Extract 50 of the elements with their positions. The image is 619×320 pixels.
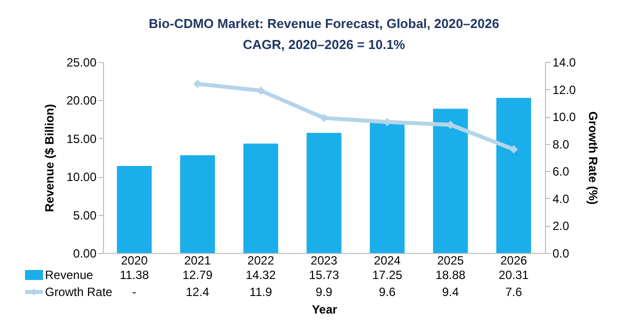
text: - xyxy=(132,285,136,299)
data-label: 15.73 xyxy=(308,268,340,282)
point xyxy=(510,145,518,154)
y2-tick-label: 12.0 xyxy=(552,82,576,97)
y2-tick-label: 0.0 xyxy=(552,246,570,260)
x-tick-label: 2021 xyxy=(184,254,212,268)
data-label: 14.32 xyxy=(246,268,276,282)
data-label: 9.6 xyxy=(378,285,396,299)
y-tick-label: 15.00 xyxy=(66,132,97,146)
data-label: 17.25 xyxy=(372,268,403,282)
data-label: 11.9 xyxy=(250,285,272,299)
data-label: 7.6 xyxy=(505,285,522,299)
y-axis-title: Revenue ($ Billion) xyxy=(42,104,56,212)
y2-tick-label: 10.0 xyxy=(552,110,576,124)
data-label: 9.4 xyxy=(442,285,460,299)
bar xyxy=(433,108,468,253)
y-tick-label: 0.00 xyxy=(73,246,97,260)
bar xyxy=(370,121,405,253)
chart-subtitle: CAGR, 2020–2026 = 10.1% xyxy=(242,37,406,52)
data-label: 20.31 xyxy=(498,268,530,282)
y-tick-label: 20.00 xyxy=(66,94,97,108)
y2-tick-label: 4.0 xyxy=(552,192,570,206)
x-tick-label: 2024 xyxy=(374,254,401,268)
x-tick-label: 2026 xyxy=(500,254,528,268)
x-tick-label: 2023 xyxy=(310,254,338,268)
bar xyxy=(243,144,278,253)
legend-label: Revenue xyxy=(45,268,94,282)
y-tick-label: 5.00 xyxy=(73,208,97,222)
y2-tick-label: 8.0 xyxy=(552,137,570,152)
chart-title: Bio-CDMO Market: Revenue Forecast, Global, 2020–2026 xyxy=(148,16,500,31)
data-label: 12.4 xyxy=(186,285,210,299)
y-tick-label: 25.00 xyxy=(66,56,97,70)
bar xyxy=(306,132,342,253)
y2-axis-title: Growth Rate (%) xyxy=(586,111,600,205)
y2-tick-label: 14.0 xyxy=(552,56,576,70)
x-tick-label: 2020 xyxy=(120,254,148,268)
x-tick-label: 2025 xyxy=(437,254,464,268)
bar xyxy=(496,98,532,253)
bar xyxy=(116,166,152,253)
x-tick-label: 2022 xyxy=(247,254,274,268)
data-label: 12.79 xyxy=(182,268,213,282)
y2-tick-label: 2.0 xyxy=(552,219,570,234)
data-label: 9.9 xyxy=(316,285,333,299)
data-label: 18.88 xyxy=(435,268,466,282)
bar xyxy=(180,155,215,253)
y-tick-label: 10.00 xyxy=(66,170,97,184)
legend-label: Growth Rate xyxy=(45,285,113,299)
data-label: 11.38 xyxy=(120,268,150,282)
x-axis-title: Year xyxy=(312,302,338,316)
y2-tick-label: 6.0 xyxy=(552,164,570,179)
